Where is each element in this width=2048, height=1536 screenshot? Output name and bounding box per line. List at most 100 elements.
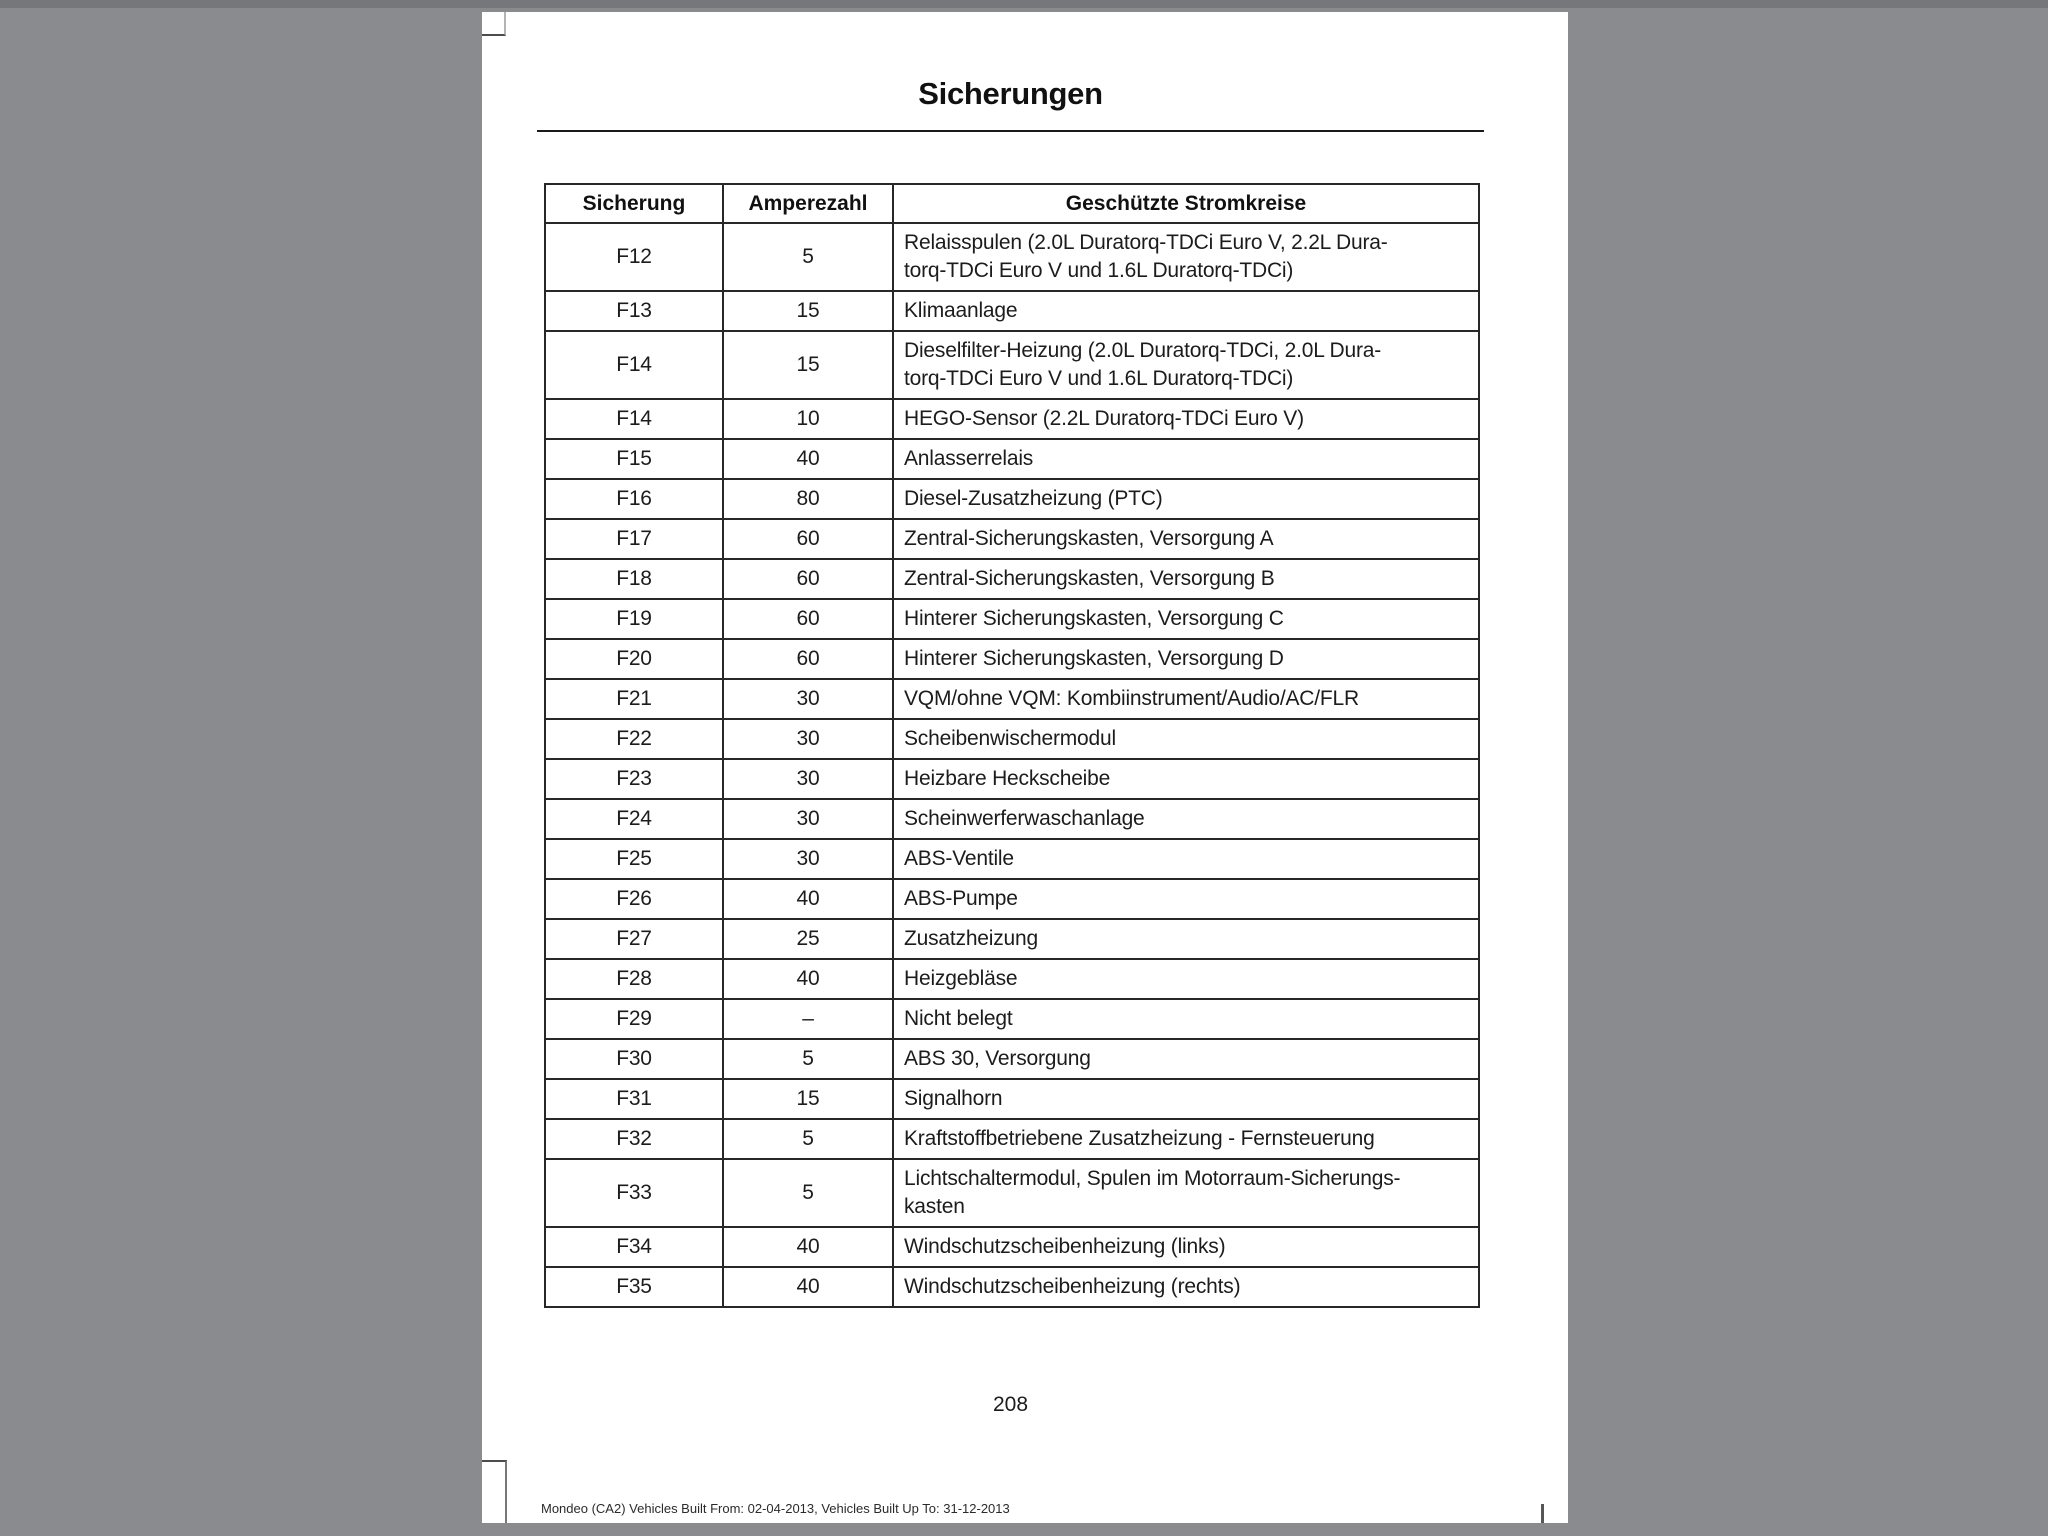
- fuse-id-cell: F31: [544, 1078, 724, 1120]
- fuse-id-cell: F34: [544, 1226, 724, 1268]
- page-edge-tick-bottom-right: [1541, 1504, 1544, 1523]
- protected-circuit-cell: Kraftstoffbetriebene Zusatzheizung - Fer…: [892, 1118, 1480, 1160]
- protected-circuit-cell: Heizbare Heckscheibe: [892, 758, 1480, 800]
- amperage-cell: 5: [722, 1038, 894, 1080]
- protected-circuit-cell: Windschutzscheibenheizung (rechts): [892, 1266, 1480, 1308]
- page-corner-mark-bottom-left: [482, 1460, 507, 1523]
- amperage-cell: 25: [722, 918, 894, 960]
- page-corner-mark-top-left: [482, 12, 506, 36]
- fuse-id-cell: F16: [544, 478, 724, 520]
- table-header-row: Sicherung Amperezahl Geschützte Stromkre…: [544, 183, 1480, 224]
- table-row: F14 10 HEGO-Sensor (2.2L Duratorq-TDCi E…: [544, 398, 1480, 440]
- fuse-table-body: F12 5 Relaisspulen (2.0L Duratorq-TDCi E…: [544, 222, 1480, 1308]
- table-row: F33 5 Lichtschaltermodul, Spulen im Moto…: [544, 1158, 1480, 1228]
- table-row: F17 60 Zentral-Sicherungskasten, Versorg…: [544, 518, 1480, 560]
- table-row: F35 40 Windschutzscheibenheizung (rechts…: [544, 1266, 1480, 1308]
- amperage-cell: 60: [722, 558, 894, 600]
- table-row: F25 30 ABS-Ventile: [544, 838, 1480, 880]
- amperage-cell: 5: [722, 222, 894, 292]
- protected-circuit-cell: ABS 30, Versorgung: [892, 1038, 1480, 1080]
- protected-circuit-cell: Zentral-Sicherungskasten, Versorgung B: [892, 558, 1480, 600]
- protected-circuit-cell: Windschutzscheibenheizung (links): [892, 1226, 1480, 1268]
- amperage-cell: 5: [722, 1118, 894, 1160]
- amperage-cell: 40: [722, 958, 894, 1000]
- table-row: F32 5 Kraftstoffbetriebene Zusatzheizung…: [544, 1118, 1480, 1160]
- table-row: F15 40 Anlasserrelais: [544, 438, 1480, 480]
- column-header-circuit: Geschützte Stromkreise: [892, 183, 1480, 224]
- fuse-id-cell: F14: [544, 398, 724, 440]
- fuse-id-cell: F25: [544, 838, 724, 880]
- table-row: F22 30 Scheibenwischermodul: [544, 718, 1480, 760]
- amperage-cell: 30: [722, 798, 894, 840]
- protected-circuit-cell: Diesel-Zusatzheizung (PTC): [892, 478, 1480, 520]
- protected-circuit-cell: Hinterer Sicherungskasten, Versorgung D: [892, 638, 1480, 680]
- page-content: Sicherungen Sicherung Amperezahl Geschüt…: [537, 12, 1484, 1308]
- table-row: F13 15 Klimaanlage: [544, 290, 1480, 332]
- protected-circuit-cell: ABS-Ventile: [892, 838, 1480, 880]
- amperage-cell: 30: [722, 758, 894, 800]
- table-row: F27 25 Zusatzheizung: [544, 918, 1480, 960]
- table-row: F21 30 VQM/ohne VQM: Kombiinstrument/Aud…: [544, 678, 1480, 720]
- amperage-cell: 60: [722, 518, 894, 560]
- fuse-id-cell: F28: [544, 958, 724, 1000]
- amperage-cell: 30: [722, 678, 894, 720]
- amperage-cell: 10: [722, 398, 894, 440]
- fuse-id-cell: F12: [544, 222, 724, 292]
- amperage-cell: 15: [722, 290, 894, 332]
- footer-build-info: Mondeo (CA2) Vehicles Built From: 02-04-…: [541, 1501, 1010, 1516]
- amperage-cell: 30: [722, 718, 894, 760]
- protected-circuit-cell: Lichtschaltermodul, Spulen im Motorraum-…: [892, 1158, 1480, 1228]
- table-row: F16 80 Diesel-Zusatzheizung (PTC): [544, 478, 1480, 520]
- fuse-id-cell: F26: [544, 878, 724, 920]
- fuse-id-cell: F13: [544, 290, 724, 332]
- fuse-id-cell: F18: [544, 558, 724, 600]
- amperage-cell: 30: [722, 838, 894, 880]
- protected-circuit-cell: Zentral-Sicherungskasten, Versorgung A: [892, 518, 1480, 560]
- document-page: Sicherungen Sicherung Amperezahl Geschüt…: [482, 12, 1568, 1523]
- amperage-cell: 60: [722, 638, 894, 680]
- protected-circuit-cell: Hinterer Sicherungskasten, Versorgung C: [892, 598, 1480, 640]
- fuse-id-cell: F17: [544, 518, 724, 560]
- amperage-cell: 40: [722, 878, 894, 920]
- protected-circuit-cell: Nicht belegt: [892, 998, 1480, 1040]
- table-row: F19 60 Hinterer Sicherungskasten, Versor…: [544, 598, 1480, 640]
- amperage-cell: 40: [722, 438, 894, 480]
- fuse-id-cell: F24: [544, 798, 724, 840]
- fuse-id-cell: F20: [544, 638, 724, 680]
- fuse-id-cell: F14: [544, 330, 724, 400]
- table-row: F12 5 Relaisspulen (2.0L Duratorq-TDCi E…: [544, 222, 1480, 292]
- fuse-id-cell: F23: [544, 758, 724, 800]
- protected-circuit-cell: Signalhorn: [892, 1078, 1480, 1120]
- table-row: F30 5 ABS 30, Versorgung: [544, 1038, 1480, 1080]
- column-header-fuse: Sicherung: [544, 183, 724, 224]
- table-row: F31 15 Signalhorn: [544, 1078, 1480, 1120]
- amperage-cell: 15: [722, 330, 894, 400]
- amperage-cell: 40: [722, 1266, 894, 1308]
- table-row: F24 30 Scheinwerferwaschanlage: [544, 798, 1480, 840]
- amperage-cell: 80: [722, 478, 894, 520]
- fuse-id-cell: F19: [544, 598, 724, 640]
- protected-circuit-cell: Scheibenwischermodul: [892, 718, 1480, 760]
- protected-circuit-cell: Klimaanlage: [892, 290, 1480, 332]
- protected-circuit-cell: Scheinwerferwaschanlage: [892, 798, 1480, 840]
- table-row: F18 60 Zentral-Sicherungskasten, Versorg…: [544, 558, 1480, 600]
- amperage-cell: –: [722, 998, 894, 1040]
- fuse-id-cell: F29: [544, 998, 724, 1040]
- page-number: 208: [992, 1393, 1029, 1416]
- table-row: F29 – Nicht belegt: [544, 998, 1480, 1040]
- protected-circuit-cell: Dieselfilter-Heizung (2.0L Duratorq-TDCi…: [892, 330, 1480, 400]
- protected-circuit-cell: ABS-Pumpe: [892, 878, 1480, 920]
- fuse-id-cell: F35: [544, 1266, 724, 1308]
- page-title: Sicherungen: [537, 76, 1484, 132]
- fuse-id-cell: F33: [544, 1158, 724, 1228]
- table-row: F23 30 Heizbare Heckscheibe: [544, 758, 1480, 800]
- fuse-id-cell: F22: [544, 718, 724, 760]
- amperage-cell: 40: [722, 1226, 894, 1268]
- amperage-cell: 15: [722, 1078, 894, 1120]
- column-header-amps: Amperezahl: [722, 183, 894, 224]
- amperage-cell: 5: [722, 1158, 894, 1228]
- fuse-id-cell: F21: [544, 678, 724, 720]
- table-row: F26 40 ABS-Pumpe: [544, 878, 1480, 920]
- protected-circuit-cell: Relaisspulen (2.0L Duratorq-TDCi Euro V,…: [892, 222, 1480, 292]
